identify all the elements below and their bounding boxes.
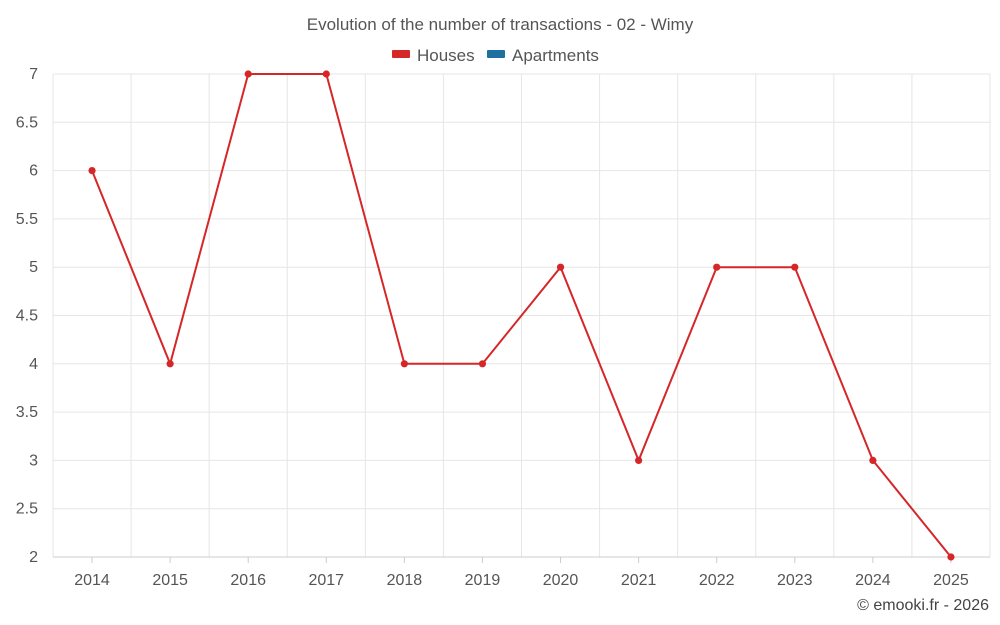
data-point-houses-2018[interactable] (400, 360, 408, 368)
x-tick-label: 2015 (152, 572, 188, 589)
x-tick-label: 2016 (230, 572, 266, 589)
y-tick-label: 3 (29, 452, 38, 469)
x-tick-label: 2021 (621, 572, 657, 589)
x-tick-label: 2022 (699, 572, 735, 589)
y-tick-label: 6 (29, 163, 38, 180)
y-tick-label: 2.5 (16, 501, 38, 518)
x-tick-label: 2023 (777, 572, 813, 589)
data-point-houses-2021[interactable] (635, 456, 643, 464)
y-tick-label: 4 (29, 356, 38, 373)
data-point-houses-2017[interactable] (322, 70, 330, 78)
legend-swatch-houses[interactable] (392, 50, 410, 58)
axes: 2 2.5 3 3.5 4 4.5 5 5.5 6 6.5 7 2014 2015 2016 2017 201… (16, 66, 990, 589)
data-point-houses-2020[interactable] (556, 263, 565, 271)
y-tick-label: 5 (29, 259, 38, 276)
legend: Houses Apartments (392, 46, 599, 65)
x-tick-label: 2019 (465, 572, 501, 589)
data-point-houses-2023[interactable] (791, 263, 799, 271)
data-point-houses-2025[interactable] (947, 553, 955, 561)
data-point-houses-2019[interactable] (478, 360, 487, 368)
data-point-houses-2016[interactable] (244, 70, 252, 78)
legend-swatch-apartments[interactable] (487, 50, 505, 58)
credit-label: © emooki.fr - 2026 (857, 597, 989, 614)
y-tick-label: 3.5 (16, 404, 38, 421)
series-line-houses (91, 73, 952, 558)
chart-title: Evolution of the number of transactions … (307, 15, 694, 34)
legend-label-apartments[interactable]: Apartments (512, 46, 599, 65)
data-point-houses-2015[interactable] (166, 360, 174, 368)
x-tick-label: 2025 (933, 572, 969, 589)
x-tick-label: 2024 (855, 572, 891, 589)
x-tick-label: 2020 (543, 572, 579, 589)
legend-label-houses[interactable]: Houses (417, 46, 475, 65)
y-tick-label: 7 (29, 66, 38, 83)
data-point-houses-2024[interactable] (869, 456, 877, 464)
x-tick-label: 2018 (387, 572, 423, 589)
y-tick-label: 5.5 (16, 211, 38, 228)
y-tick-label: 4.5 (16, 308, 38, 325)
y-tick-label: 6.5 (16, 114, 38, 131)
x-tick-label: 2014 (74, 572, 110, 589)
data-point-houses-2022[interactable] (713, 263, 721, 271)
y-tick-label: 2 (29, 549, 38, 566)
data-point-houses-2014[interactable] (88, 167, 96, 175)
x-tick-label: 2017 (308, 572, 344, 589)
series-houses (88, 70, 955, 561)
